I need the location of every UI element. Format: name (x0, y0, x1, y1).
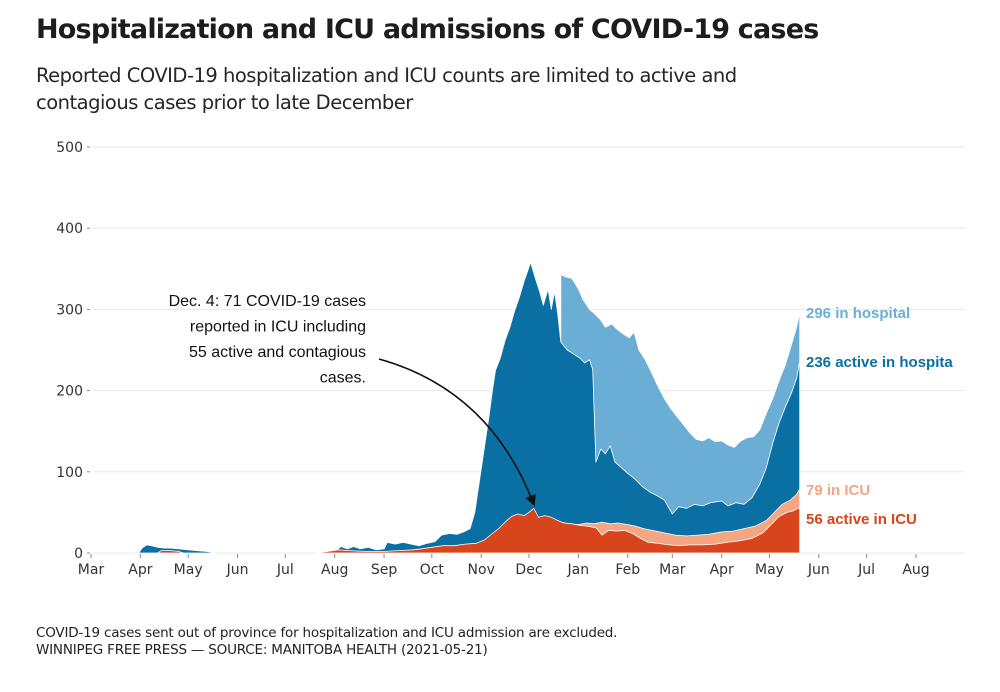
chart-subtitle: Reported COVID-19 hospitalization and IC… (36, 62, 856, 116)
y-axis: 0 100 200 300 400 500 (56, 140, 90, 562)
y-tick-label: 300 (56, 302, 83, 318)
annotation-text-line: 55 active and contagious (189, 344, 366, 361)
chart-footer: COVID-19 cases sent out of province for … (36, 625, 617, 659)
area-active-in-icu (157, 550, 184, 554)
subtitle-line: Reported COVID-19 hospitalization and IC… (36, 64, 737, 87)
x-tick-label: Feb (615, 562, 640, 578)
annotation-text-line: cases. (320, 370, 366, 387)
end-label-active-in-icu: 56 active in ICU (806, 511, 917, 528)
x-tick-label: Nov (468, 562, 495, 578)
y-tick-label: 0 (74, 546, 83, 562)
annotation: Dec. 4: 71 COVID-19 cases reported in ICU… (169, 293, 536, 507)
y-tick-label: 200 (56, 384, 83, 400)
x-tick-label: May (755, 562, 784, 578)
x-tick-label: Aug (321, 562, 348, 578)
end-label-active-in-hospital: 236 active in hospita (806, 354, 953, 371)
x-tick-label: May (174, 562, 203, 578)
annotation-text-line: Dec. 4: 71 COVID-19 cases (169, 293, 366, 310)
subtitle-line: contagious cases prior to late December (36, 91, 413, 114)
area-active-in-hospital (315, 261, 801, 554)
x-axis: Mar Apr May Jun Jul Aug Sep Oct Nov Dec Jan Feb Mar A… (78, 554, 930, 578)
annotation-text-line: reported in ICU including (190, 319, 366, 336)
x-tick-label: Apr (128, 562, 152, 578)
x-tick-label: Mar (78, 562, 105, 578)
annotation-arrow (378, 358, 536, 507)
source-credit: WINNIPEG FREE PRESS — SOURCE: MANITOBA H… (36, 642, 488, 658)
series-areas (138, 261, 801, 554)
x-tick-label: Oct (420, 562, 445, 578)
y-tick-label: 500 (56, 140, 83, 156)
x-tick-label: Apr (710, 562, 734, 578)
x-tick-label: Mar (659, 562, 686, 578)
chart-title: Hospitalization and ICU admissions of CO… (36, 14, 819, 45)
x-tick-label: Sep (371, 562, 398, 578)
end-label-in-icu-total: 79 in ICU (806, 482, 870, 499)
area-active-in-icu (315, 507, 801, 554)
x-tick-label: Aug (902, 562, 929, 578)
y-tick-label: 400 (56, 221, 83, 237)
footer-note: COVID-19 cases sent out of province for … (36, 625, 618, 641)
x-tick-label: Jun (226, 562, 249, 578)
end-label-in-hospital-total: 296 in hospital (806, 305, 910, 322)
x-tick-label: Jan (567, 562, 590, 578)
x-tick-label: Jul (276, 562, 294, 578)
area-active-in-hospital (138, 544, 216, 554)
x-tick-label: Dec (515, 562, 542, 578)
y-tick-label: 100 (56, 465, 83, 481)
x-tick-label: Jun (807, 562, 830, 578)
x-tick-label: Jul (857, 562, 875, 578)
end-labels: 296 in hospital 236 active in hospita 79 i… (806, 305, 953, 528)
